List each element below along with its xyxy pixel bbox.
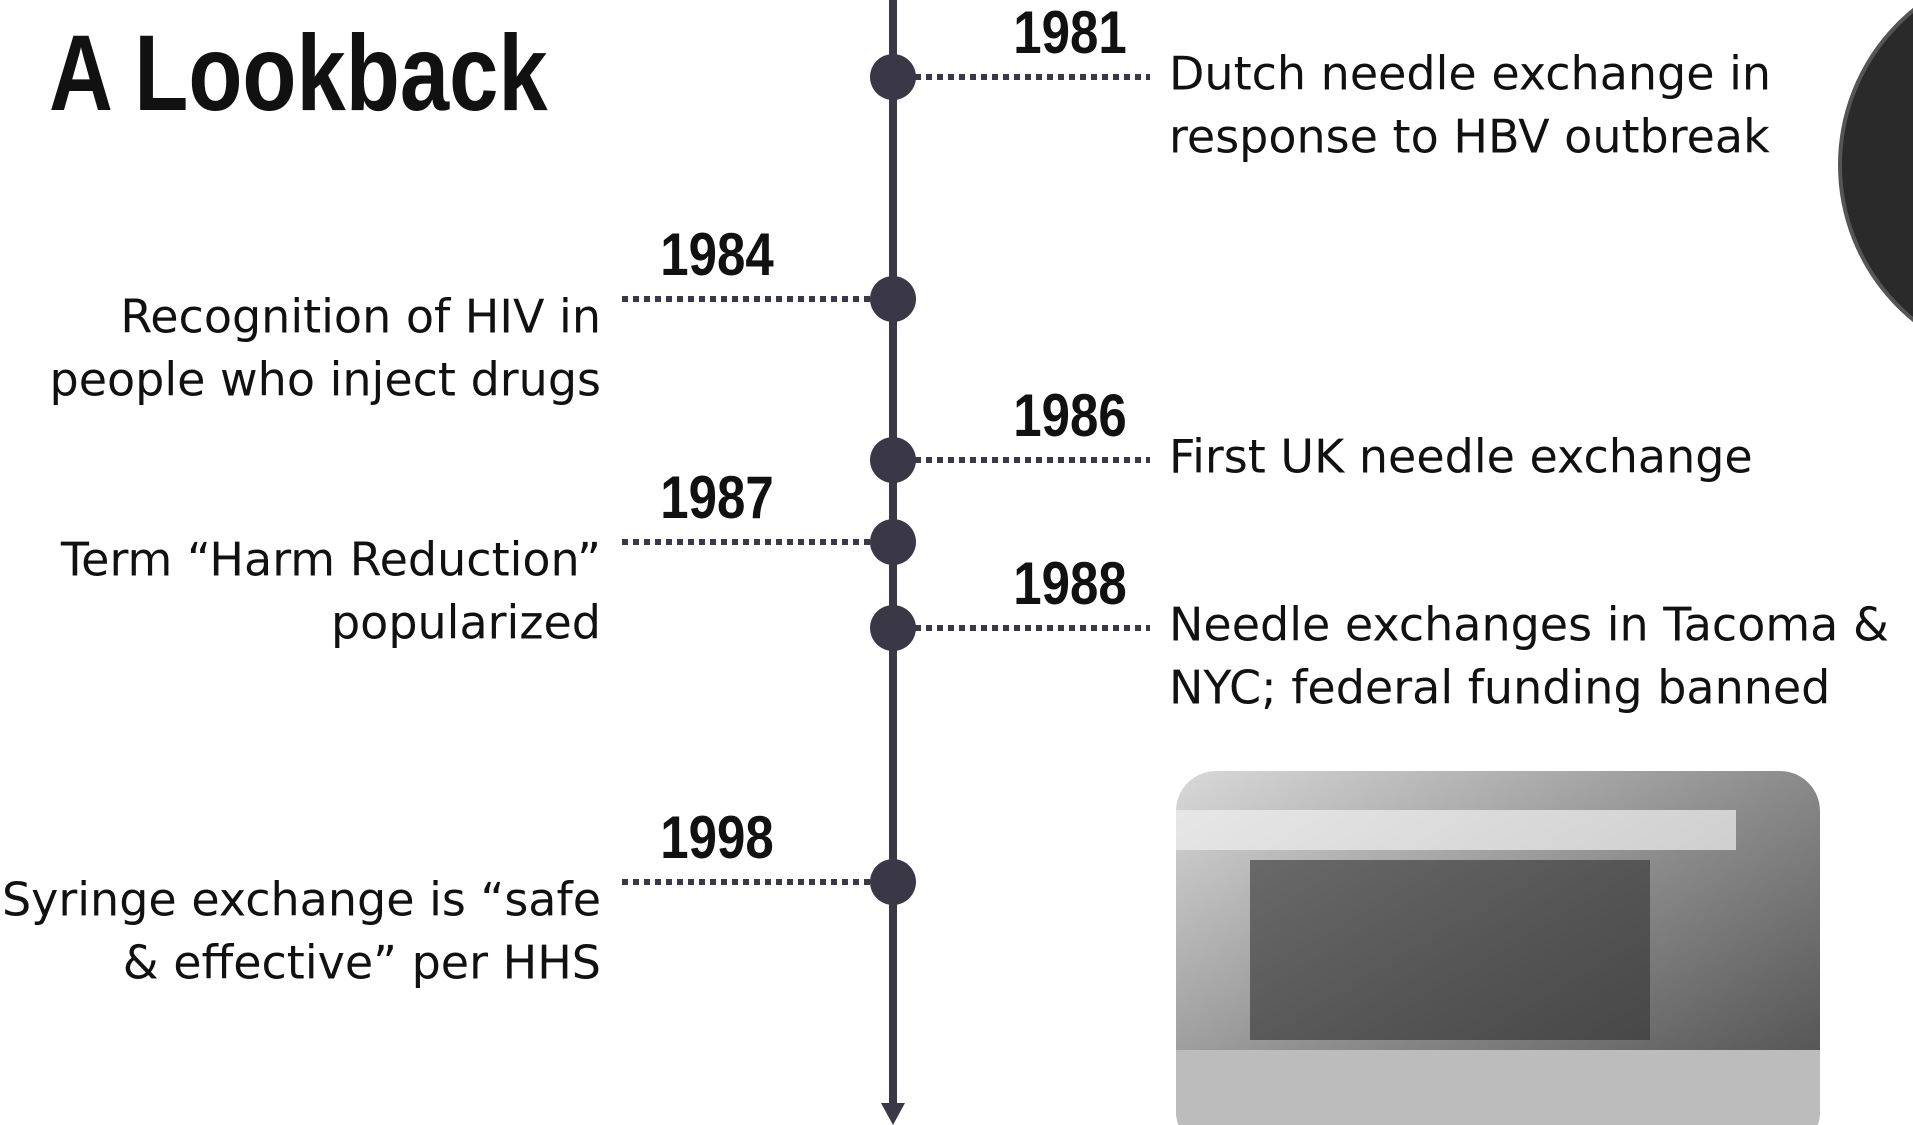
slide-title: A Lookback xyxy=(49,13,549,133)
timeline-dot xyxy=(870,605,916,651)
event-year: 1998 xyxy=(660,804,773,871)
timeline-dot xyxy=(870,859,916,905)
timeline-dot xyxy=(870,276,916,322)
event-description: popularized xyxy=(331,596,601,650)
event-year: 1986 xyxy=(1013,382,1126,449)
timeline-arrow xyxy=(881,1103,905,1125)
event-description: First UK needle exchange xyxy=(1169,430,1753,484)
event-year: 1984 xyxy=(660,221,773,288)
event-description: response to HBV outbreak xyxy=(1169,110,1770,164)
timeline-dot xyxy=(870,519,916,565)
event-description: Term “Harm Reduction” xyxy=(60,533,601,587)
event-description: Dutch needle exchange in xyxy=(1169,47,1771,101)
event-year: 1981 xyxy=(1013,0,1126,66)
event-description: & effective” per HHS xyxy=(123,936,601,990)
slide: A Lookback 1981 Dutch needle exchange in r… xyxy=(0,0,1913,1125)
event-description: Syringe exchange is “safe xyxy=(2,873,601,927)
event-description: Needle exchanges in Tacoma & xyxy=(1169,598,1889,652)
event-year: 1987 xyxy=(660,464,773,531)
event-description: NYC; federal funding banned xyxy=(1169,661,1830,715)
event-description: Recognition of HIV in xyxy=(120,290,601,344)
circle-photo xyxy=(1840,0,1913,365)
timeline-dot xyxy=(870,54,916,100)
event-year: 1988 xyxy=(1013,550,1126,617)
photo xyxy=(1176,771,1820,1125)
event-description: people who inject drugs xyxy=(50,353,601,407)
timeline-dot xyxy=(870,437,916,483)
